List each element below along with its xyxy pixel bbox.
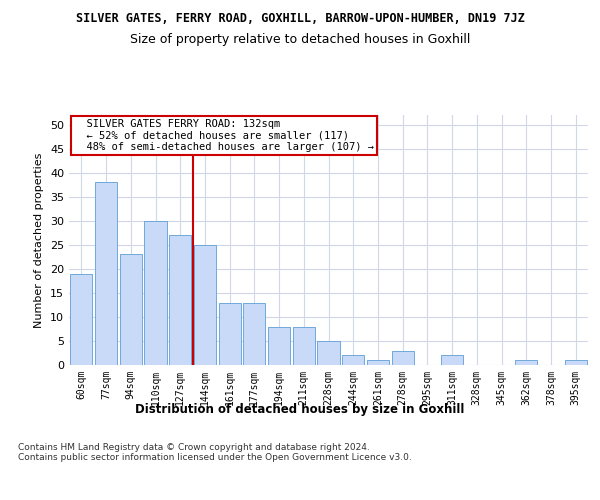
Bar <box>268 326 290 365</box>
Y-axis label: Number of detached properties: Number of detached properties <box>34 152 44 328</box>
Bar <box>95 182 117 365</box>
Bar <box>342 356 364 365</box>
Text: SILVER GATES FERRY ROAD: 132sqm
  ← 52% of detached houses are smaller (117)
  4: SILVER GATES FERRY ROAD: 132sqm ← 52% of… <box>74 118 374 152</box>
Bar <box>515 360 538 365</box>
Bar <box>317 341 340 365</box>
Bar <box>119 254 142 365</box>
Bar <box>145 221 167 365</box>
Bar <box>169 235 191 365</box>
Bar <box>293 326 315 365</box>
Text: SILVER GATES, FERRY ROAD, GOXHILL, BARROW-UPON-HUMBER, DN19 7JZ: SILVER GATES, FERRY ROAD, GOXHILL, BARRO… <box>76 12 524 26</box>
Bar <box>367 360 389 365</box>
Bar <box>441 356 463 365</box>
Bar <box>565 360 587 365</box>
Bar <box>70 274 92 365</box>
Text: Distribution of detached houses by size in Goxhill: Distribution of detached houses by size … <box>136 402 464 415</box>
Bar <box>194 245 216 365</box>
Bar <box>218 302 241 365</box>
Text: Contains HM Land Registry data © Crown copyright and database right 2024.
Contai: Contains HM Land Registry data © Crown c… <box>18 442 412 462</box>
Bar <box>243 302 265 365</box>
Text: Size of property relative to detached houses in Goxhill: Size of property relative to detached ho… <box>130 32 470 46</box>
Bar <box>392 350 414 365</box>
